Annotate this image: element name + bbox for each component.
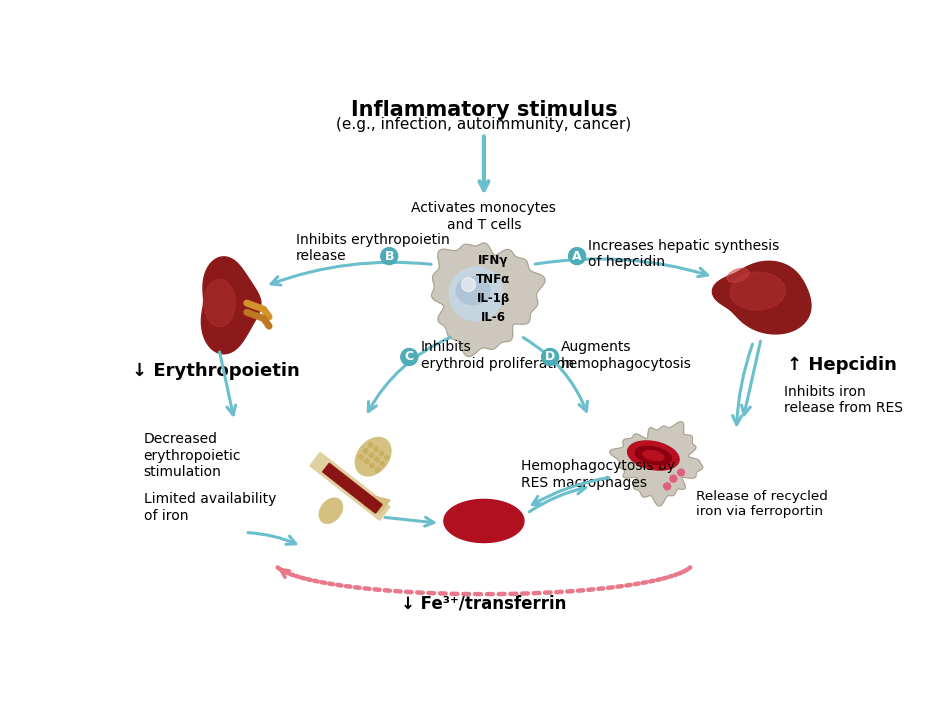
Ellipse shape [634,446,671,465]
Polygon shape [609,422,702,506]
Text: C: C [404,350,413,364]
Circle shape [384,455,389,460]
Circle shape [364,459,368,463]
Circle shape [669,475,676,482]
Text: Augments
hemophagocytosis: Augments hemophagocytosis [561,340,691,370]
Text: (e.g., infection, autoimmunity, cancer): (e.g., infection, autoimmunity, cancer) [336,117,631,132]
Ellipse shape [319,498,342,523]
Ellipse shape [627,441,679,470]
Text: Increases hepatic synthesis
of hepcidin: Increases hepatic synthesis of hepcidin [587,238,778,269]
Polygon shape [310,453,390,521]
Circle shape [541,349,558,365]
Circle shape [359,455,362,459]
Circle shape [369,453,373,458]
Ellipse shape [456,277,490,304]
Text: Decreased
erythropoietic
stimulation: Decreased erythropoietic stimulation [143,432,241,479]
Polygon shape [431,243,545,357]
Text: Inhibits erythropoietin
release: Inhibits erythropoietin release [295,233,449,263]
Circle shape [368,442,372,447]
Circle shape [369,463,374,468]
Polygon shape [444,500,523,543]
Circle shape [379,451,383,455]
Polygon shape [322,463,381,513]
Circle shape [568,248,585,264]
Text: Inflammatory stimulus: Inflammatory stimulus [350,100,616,120]
Ellipse shape [726,268,749,282]
Text: ↑ Hepcidin: ↑ Hepcidin [785,357,896,374]
Circle shape [677,469,683,476]
Circle shape [379,462,384,466]
Text: ↓ Erythropoietin: ↓ Erythropoietin [132,362,299,379]
Polygon shape [204,279,235,326]
Text: Release of recycled
iron via ferroportin: Release of recycled iron via ferroportin [696,490,828,518]
Circle shape [461,278,475,291]
Polygon shape [712,261,810,334]
Text: ↓ Fe³⁺/transferrin: ↓ Fe³⁺/transferrin [401,594,566,612]
Ellipse shape [448,511,518,532]
Circle shape [663,483,670,490]
Circle shape [374,458,379,462]
Polygon shape [730,272,784,310]
Polygon shape [201,257,261,354]
Text: Hemophagocytosis by
RES macrophages: Hemophagocytosis by RES macrophages [520,460,674,490]
Circle shape [375,468,379,472]
Text: IFNγ
TNFα
IL-1β
IL-6: IFNγ TNFα IL-1β IL-6 [476,254,510,324]
Circle shape [380,248,397,264]
Text: Activates monocytes
and T cells: Activates monocytes and T cells [411,201,556,231]
Circle shape [374,447,378,451]
Text: Inhibits iron
release from RES: Inhibits iron release from RES [784,384,902,415]
Text: B: B [384,250,394,263]
Text: D: D [545,350,555,364]
Circle shape [400,349,417,365]
Text: Limited availability
of iron: Limited availability of iron [143,493,276,523]
Text: A: A [572,250,582,263]
Ellipse shape [460,515,508,528]
Circle shape [448,267,502,321]
Ellipse shape [642,450,664,460]
Polygon shape [364,495,390,513]
Text: Inhibits
erythroid proliferation: Inhibits erythroid proliferation [420,340,573,370]
Circle shape [363,449,367,453]
Ellipse shape [355,437,391,476]
